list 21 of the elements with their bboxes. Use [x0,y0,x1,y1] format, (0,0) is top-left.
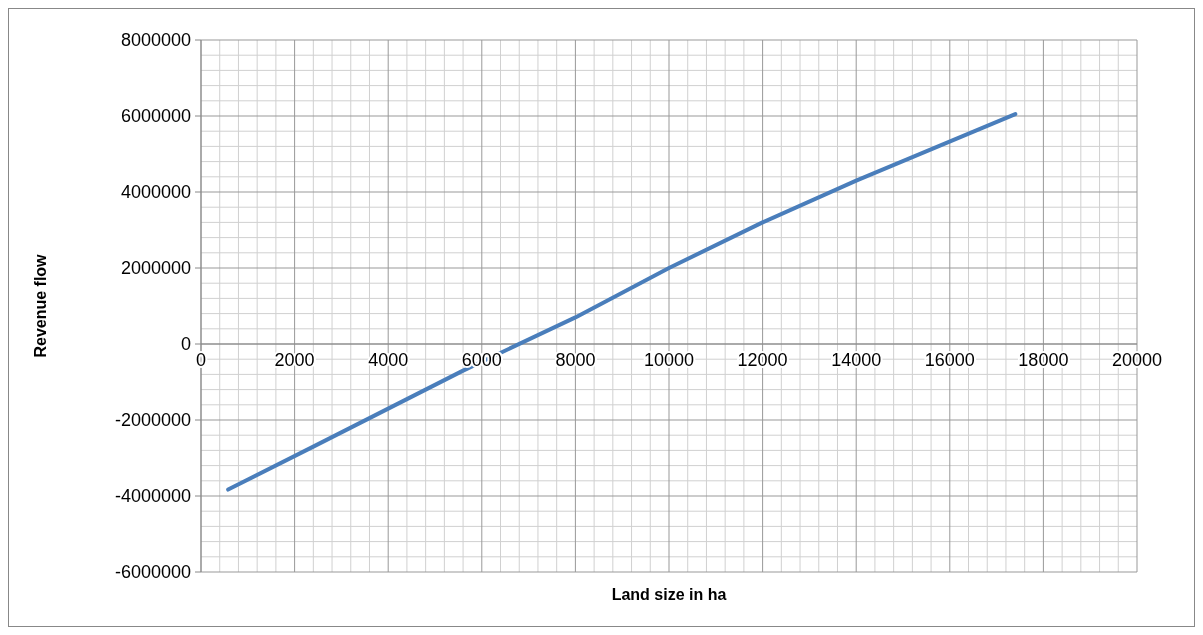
x-tick-label: 0 [195,350,207,370]
x-tick-label: 4000 [368,350,409,370]
y-axis-title: Revenue flow [32,253,49,358]
x-axis-title: Land size in ha [611,586,727,603]
y-tick-label: 2000000 [120,258,191,278]
x-tick-label: 16000 [924,350,975,370]
x-tick-label: 8000 [555,350,596,370]
x-tick-label: 14000 [831,350,882,370]
x-tick-label: 20000 [1111,350,1163,370]
x-tick-label: 10000 [643,350,695,370]
x-tick-label: 18000 [1018,350,1069,370]
y-tick-label: 4000000 [120,182,191,202]
x-tick-label: 2000 [274,350,315,370]
x-tick-label: 12000 [737,350,788,370]
y-tick-label: -4000000 [114,486,191,506]
y-tick-label: 0 [180,334,191,354]
y-tick-label: 8000000 [120,30,191,50]
y-tick-label: 6000000 [120,106,191,126]
y-tick-label: -6000000 [114,562,191,582]
line-series [226,112,1018,492]
y-tick-label: -2000000 [114,410,191,430]
